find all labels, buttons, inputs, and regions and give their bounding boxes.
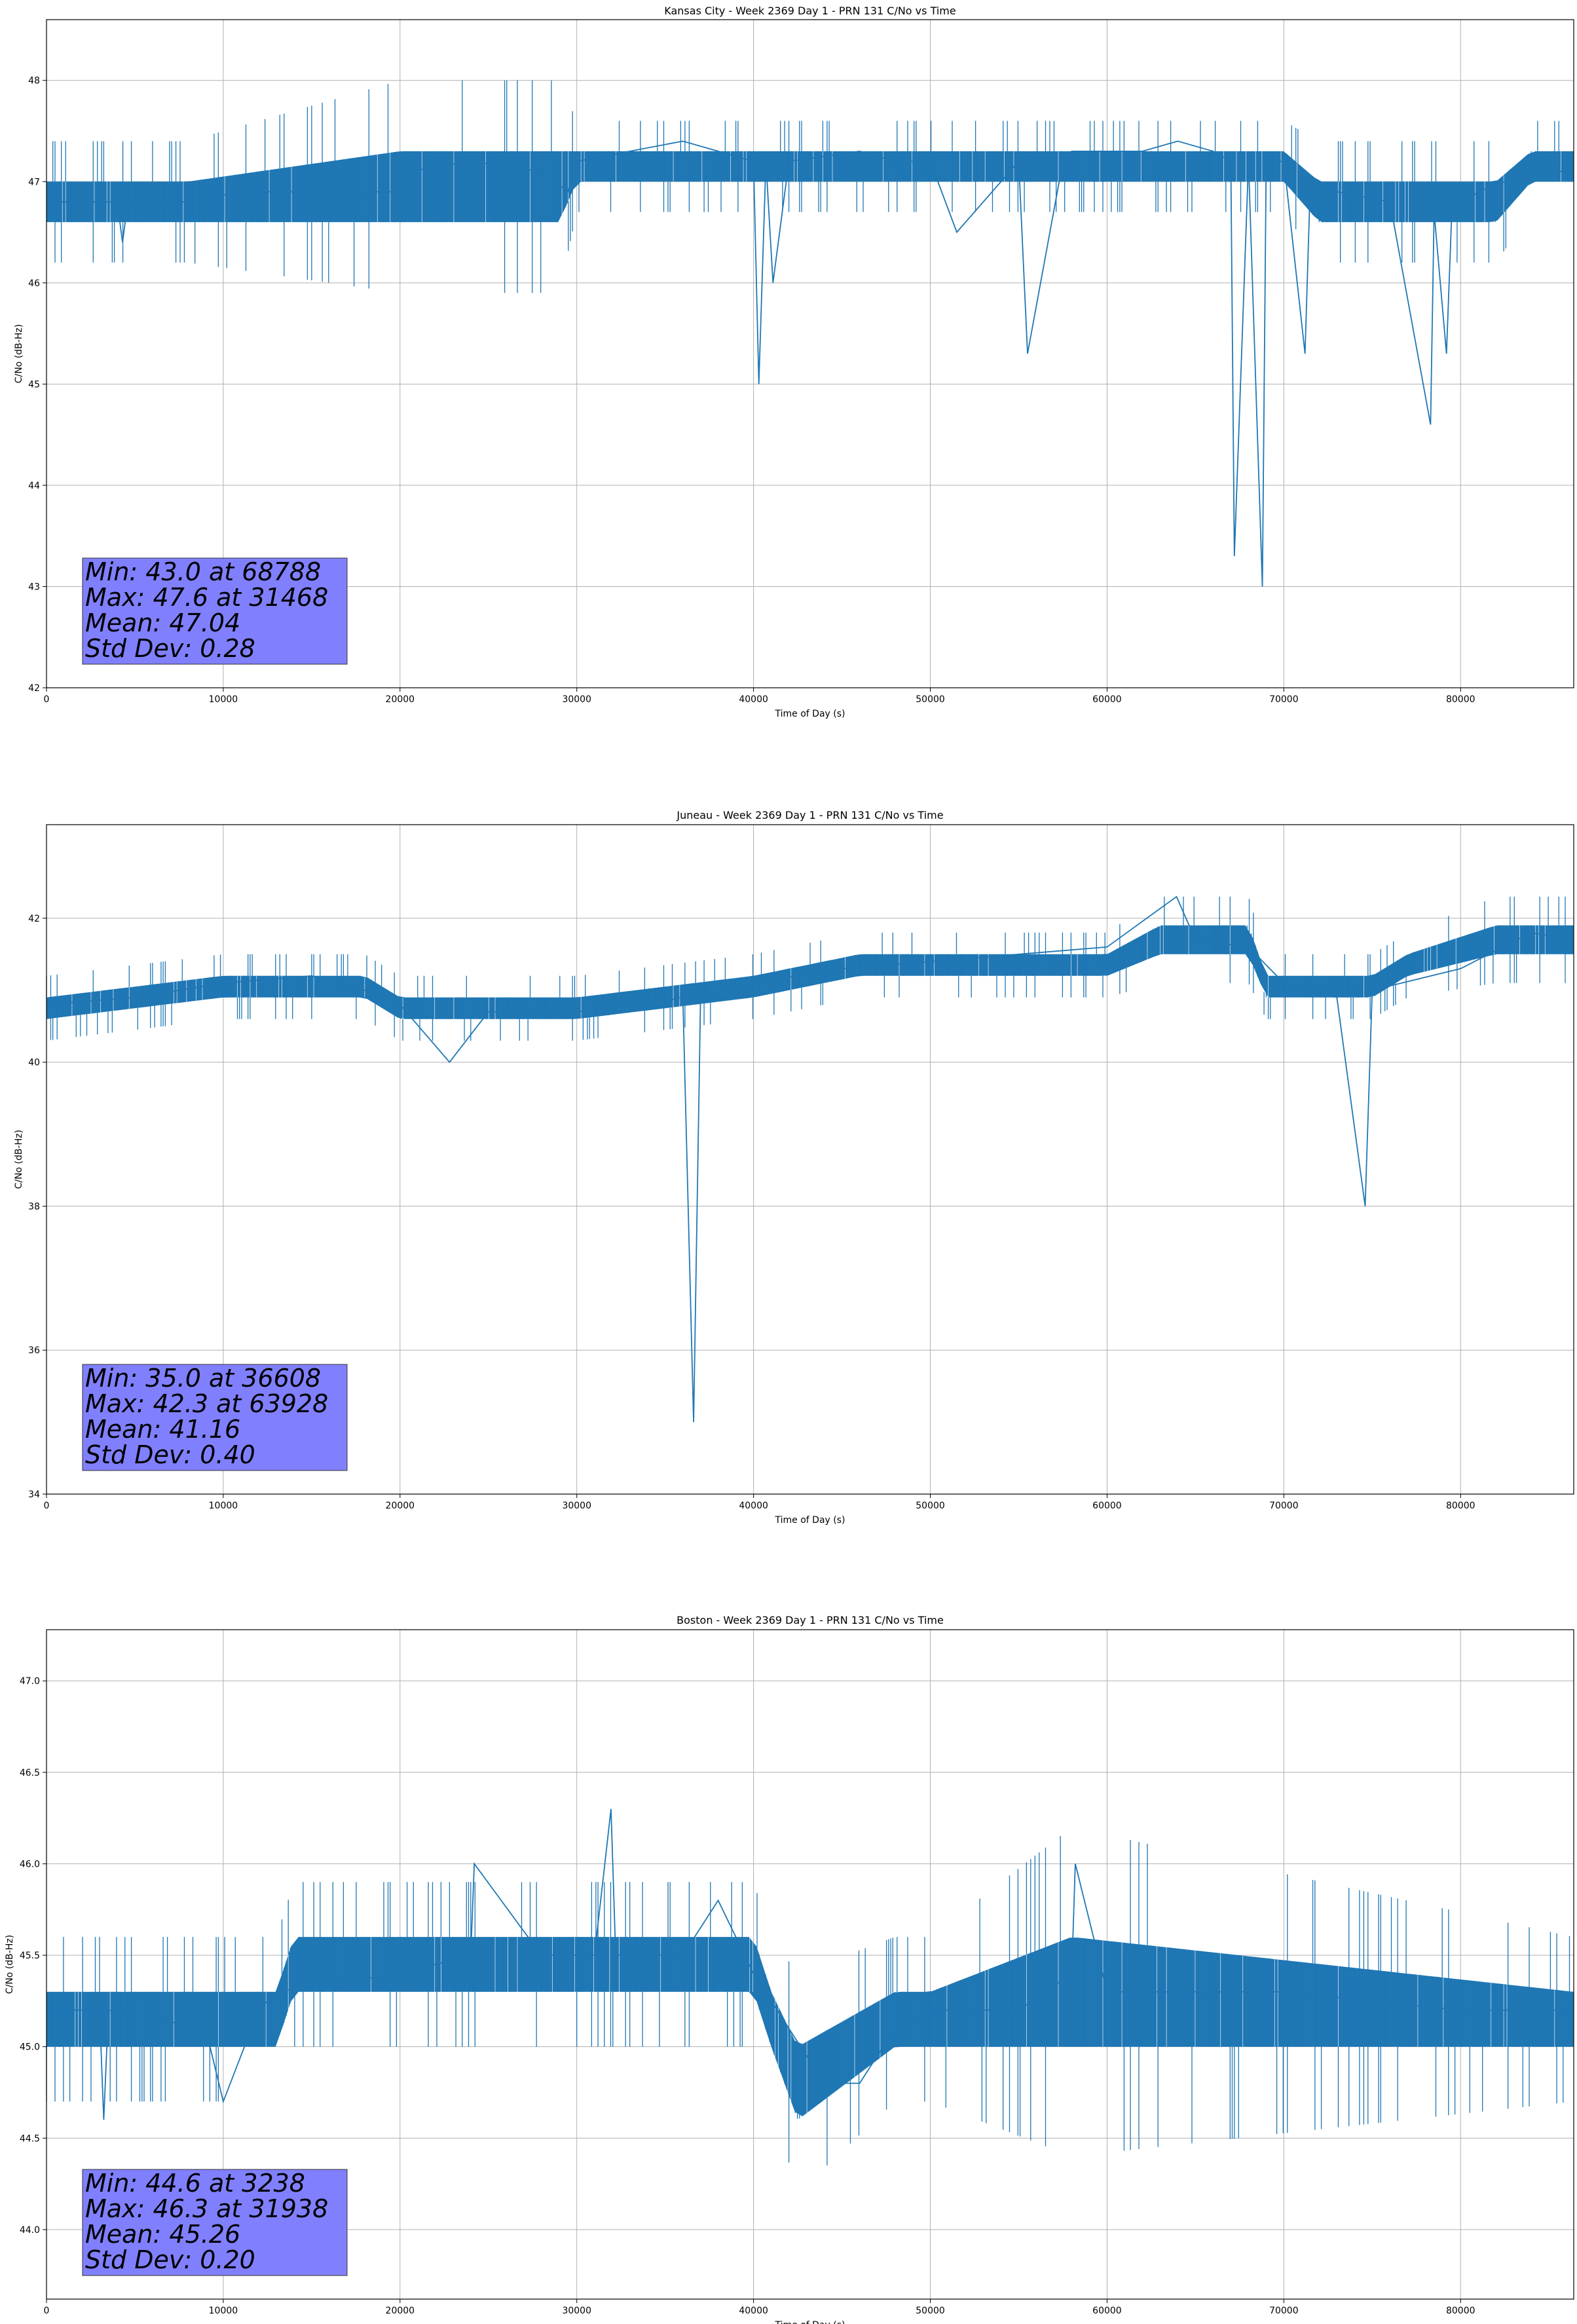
y-tick-label: 46.5 (20, 1768, 40, 1778)
x-tick-label: 60000 (1092, 694, 1122, 705)
y-tick-label: 45.5 (20, 1951, 40, 1961)
x-tick-label: 50000 (916, 1501, 945, 1511)
x-tick-label: 0 (44, 694, 50, 705)
y-tick-label: 34 (28, 1490, 40, 1500)
x-tick-label: 30000 (562, 2306, 591, 2316)
x-tick-label: 70000 (1269, 2306, 1299, 2316)
series-line-c-no (46, 140, 1574, 587)
y-tick-label: 43 (28, 582, 40, 592)
x-tick-label: 20000 (386, 1501, 415, 1511)
stats-std: Std Dev: 0.20 (85, 2245, 255, 2274)
x-tick-label: 50000 (916, 2306, 945, 2316)
y-tick-label: 47 (28, 177, 40, 187)
x-axis-label: Time of Day (s) (775, 709, 845, 719)
c-no-band-area (46, 925, 1574, 1019)
x-tick-label: 0 (44, 2306, 50, 2316)
noise-band (46, 1836, 1574, 2165)
stats-box-background (82, 2169, 348, 2276)
y-tick-label: 44.0 (20, 2225, 40, 2236)
stats-box-background (82, 557, 348, 665)
x-tick-label: 40000 (739, 694, 768, 705)
y-tick-label: 48 (28, 76, 40, 86)
x-tick-label: 20000 (386, 694, 415, 705)
x-tick-label: 40000 (739, 2306, 768, 2316)
plot-frame (46, 1629, 1574, 2300)
x-tick-label: 40000 (739, 1501, 768, 1511)
y-tick-label: 44 (28, 481, 40, 491)
plot-frame (46, 19, 1574, 688)
y-tick-label: 42 (28, 683, 40, 694)
y-tick-label: 46 (28, 278, 40, 289)
x-tick-label: 30000 (562, 694, 591, 705)
stats-std: Std Dev: 0.28 (85, 634, 255, 663)
series-line-c-no (46, 1809, 1574, 2120)
x-tick-label: 80000 (1446, 694, 1475, 705)
x-tick-label: 10000 (209, 694, 238, 705)
y-tick-label: 36 (28, 1345, 40, 1356)
x-tick-label: 70000 (1269, 694, 1299, 705)
series-line-c-no (46, 895, 1574, 1423)
stats-min: Min: 43.0 at 68788 (85, 557, 321, 586)
stats-min: Min: 35.0 at 36608 (85, 1364, 321, 1393)
stats-mean: Mean: 41.16 (85, 1415, 240, 1444)
y-axis-label: C/No (dB-Hz) (14, 1130, 24, 1189)
chart-title: Boston - Week 2369 Day 1 - PRN 131 C/No … (677, 1614, 944, 1626)
x-tick-label: 80000 (1446, 2306, 1475, 2316)
stats-max: Max: 42.3 at 63928 (85, 1389, 328, 1418)
x-tick-label: 60000 (1092, 2306, 1122, 2316)
y-tick-label: 45.0 (20, 2042, 40, 2053)
stats-mean: Mean: 47.04 (85, 609, 240, 637)
stats-std: Std Dev: 0.40 (85, 1440, 255, 1469)
c-no-band-area (46, 151, 1574, 223)
y-axis-label: C/No (dB-Hz) (5, 1935, 15, 1994)
chart-panel-1: Kansas City - Week 2369 Day 1 - PRN 131 … (14, 5, 1574, 719)
band-gaps (75, 1937, 1555, 2113)
stats-max: Max: 46.3 at 31938 (85, 2194, 328, 2223)
plot-frame (46, 824, 1574, 1495)
y-axis-label: C/No (dB-Hz) (14, 324, 24, 383)
y-tick-label: 40 (28, 1058, 40, 1068)
x-tick-label: 50000 (916, 694, 945, 705)
chart-panel-3: Boston - Week 2369 Day 1 - PRN 131 C/No … (5, 1614, 1574, 2324)
y-tick-label: 44.5 (20, 2133, 40, 2144)
y-tick-label: 45 (28, 379, 40, 390)
x-axis-label: Time of Day (s) (775, 2320, 845, 2324)
y-tick-label: 38 (28, 1201, 40, 1212)
x-tick-label: 0 (44, 1501, 50, 1511)
x-tick-label: 30000 (562, 1501, 591, 1511)
chart-title: Kansas City - Week 2369 Day 1 - PRN 131 … (664, 5, 955, 17)
x-tick-label: 80000 (1446, 1501, 1475, 1511)
stats-max: Max: 47.6 at 31468 (85, 583, 328, 612)
x-tick-label: 60000 (1092, 1501, 1122, 1511)
grid (46, 1630, 1574, 2299)
x-tick-label: 20000 (386, 2306, 415, 2316)
x-tick-label: 70000 (1269, 1501, 1299, 1511)
stats-mean: Mean: 45.26 (85, 2220, 240, 2249)
stats-box-background (82, 1364, 348, 1471)
chart-panel-2: Juneau - Week 2369 Day 1 - PRN 131 C/No … (14, 809, 1574, 1526)
noise-band (46, 80, 1574, 293)
x-tick-label: 10000 (209, 2306, 238, 2316)
stats-min: Min: 44.6 at 3238 (85, 2169, 305, 2198)
y-tick-label: 42 (28, 914, 40, 924)
x-tick-label: 10000 (209, 1501, 238, 1511)
y-tick-label: 46.0 (20, 1859, 40, 1869)
x-axis-label: Time of Day (s) (775, 1515, 845, 1526)
y-tick-label: 47.0 (20, 1676, 40, 1687)
chart-title: Juneau - Week 2369 Day 1 - PRN 131 C/No … (676, 809, 943, 821)
